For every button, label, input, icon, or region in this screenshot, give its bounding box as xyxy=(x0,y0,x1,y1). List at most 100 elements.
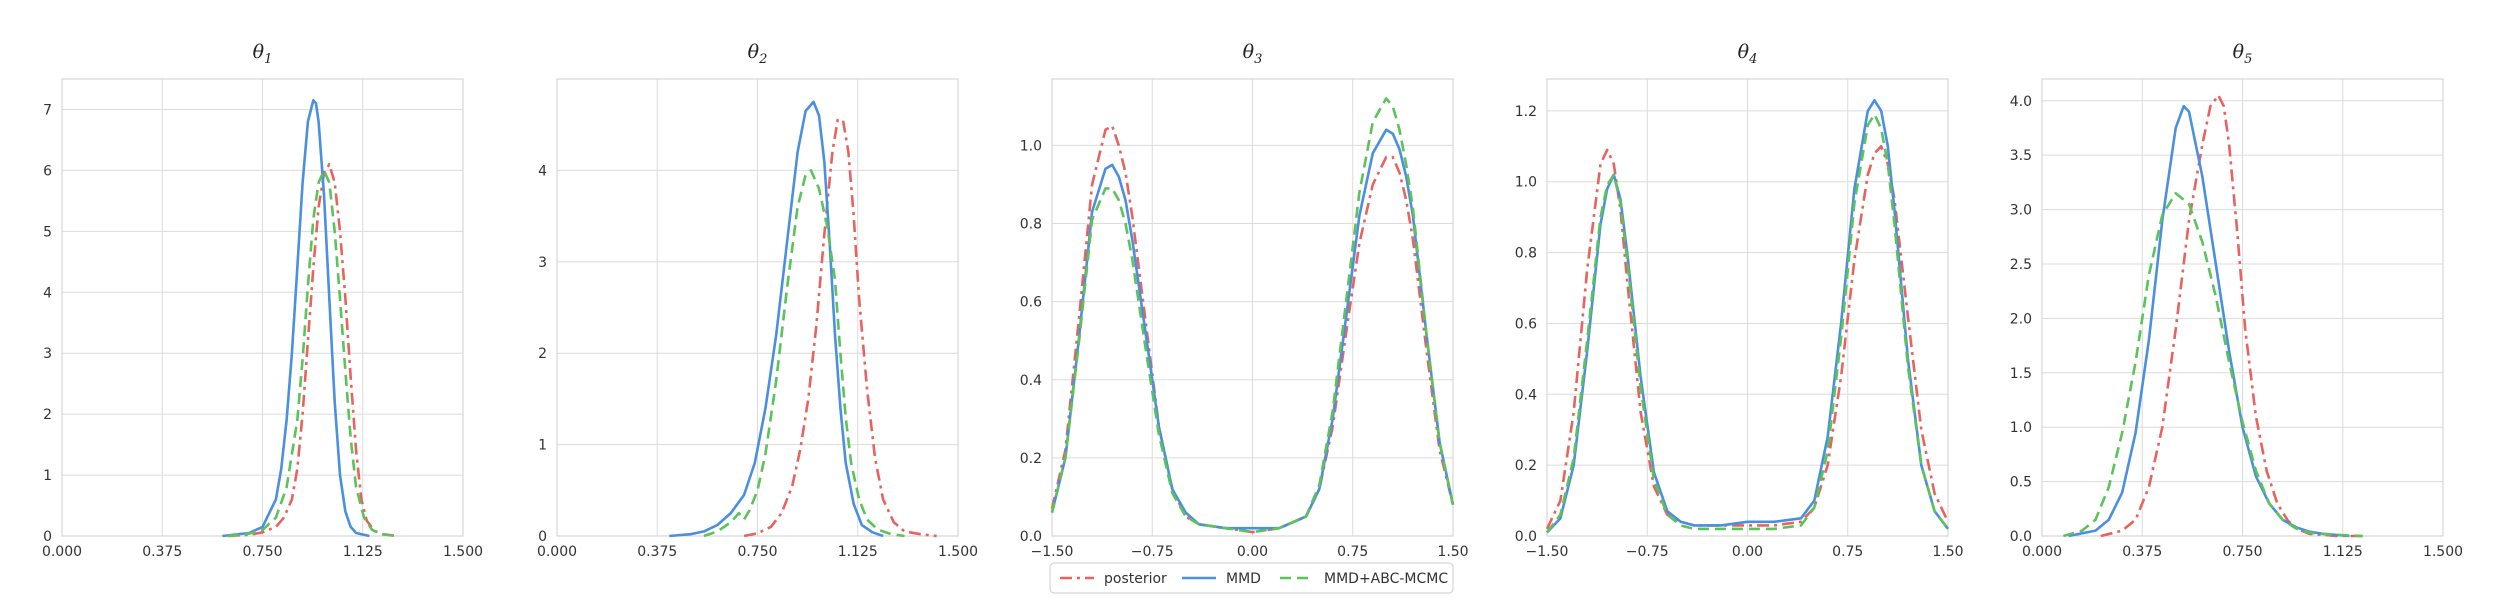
y-tick-label: 0.6 xyxy=(1515,316,1537,332)
panel-title-subscript: 5 xyxy=(2244,52,2252,67)
x-tick-label: 0.75 xyxy=(1832,544,1863,560)
x-tick-label: 1.125 xyxy=(343,544,383,560)
y-tick-label: 6 xyxy=(43,163,52,179)
y-tick-label: 1.5 xyxy=(2010,366,2032,382)
panel-title: θ4 xyxy=(1738,41,1758,67)
panel-title-symbol: θ xyxy=(1738,41,1750,63)
panel-title-subscript: 1 xyxy=(264,52,272,67)
y-tick-label: 1.2 xyxy=(1515,104,1537,120)
y-tick-label: 1 xyxy=(538,438,547,454)
x-tick-label: 0.375 xyxy=(637,544,677,560)
x-tick-label: −1.50 xyxy=(1526,544,1569,560)
series-line-posterior xyxy=(743,118,937,538)
y-tick-label: 0.4 xyxy=(1020,373,1042,389)
legend: posterior MMD MMD+ABC-MCMC xyxy=(1049,562,1454,594)
x-tick-label: 0.00 xyxy=(1237,544,1268,560)
y-tick-label: 0.4 xyxy=(1515,387,1537,403)
y-tick-label: 0.8 xyxy=(1020,217,1042,233)
y-tick-label: 0.6 xyxy=(1020,295,1042,311)
panel-title-symbol: θ xyxy=(2233,41,2245,63)
panel-title-subscript: 2 xyxy=(758,52,767,67)
x-tick-label: 1.500 xyxy=(443,544,483,560)
panel-title-subscript: 4 xyxy=(1748,52,1757,67)
plot-frame xyxy=(2041,78,2444,537)
legend-item: MMD xyxy=(1182,571,1261,587)
panel-title: θ1 xyxy=(253,41,273,67)
y-tick-label: 0.8 xyxy=(1515,246,1537,262)
series-line-mmd xyxy=(1546,99,1950,534)
y-tick-label: 1.0 xyxy=(1515,175,1537,191)
y-tick-label: 1.0 xyxy=(2010,420,2032,436)
panel-title-symbol: θ xyxy=(1243,41,1255,63)
y-tick-label: 0 xyxy=(538,529,547,545)
y-tick-label: 2 xyxy=(538,346,547,362)
plot-frame xyxy=(1546,78,1949,537)
x-tick-label: 0.750 xyxy=(737,544,777,560)
x-tick-label: 0.00 xyxy=(1732,544,1763,560)
y-tick-label: 1 xyxy=(43,468,52,484)
y-tick-label: 0.2 xyxy=(1515,458,1537,474)
panel-title: θ3 xyxy=(1243,41,1263,67)
y-tick-label: 7 xyxy=(43,102,52,118)
x-tick-label: 0.000 xyxy=(42,544,82,560)
y-tick-label: 4 xyxy=(43,285,52,301)
series-line-posterior xyxy=(1050,124,1455,534)
x-tick-label: 0.750 xyxy=(2222,544,2262,560)
y-tick-label: 4 xyxy=(538,163,547,179)
y-tick-label: 3 xyxy=(43,346,52,362)
y-tick-label: 0.0 xyxy=(1515,529,1537,545)
x-tick-label: 1.125 xyxy=(838,544,878,560)
y-tick-label: 2.5 xyxy=(2010,257,2032,273)
series-line-posterior xyxy=(1545,145,1950,530)
plot-frame xyxy=(556,78,959,537)
x-tick-label: 0.75 xyxy=(1337,544,1368,560)
series-line-mmd xyxy=(1050,128,1455,530)
legend-item: MMD+ABC-MCMC xyxy=(1280,571,1448,587)
y-tick-label: 1.0 xyxy=(1020,138,1042,154)
panel-title-subscript: 3 xyxy=(1254,52,1262,67)
series-line-mmd xyxy=(669,100,884,538)
series-line-mmd-abc-mcmc xyxy=(2063,192,2363,538)
plot-frame xyxy=(61,78,464,537)
plot-frame xyxy=(1051,78,1454,537)
y-tick-label: 2 xyxy=(43,407,52,423)
x-tick-label: 0.375 xyxy=(2122,544,2162,560)
x-tick-label: −1.50 xyxy=(1031,544,1074,560)
x-tick-label: 1.50 xyxy=(1437,544,1468,560)
x-tick-label: 0.750 xyxy=(242,544,282,560)
legend-box xyxy=(1049,562,1454,594)
y-tick-label: 3.0 xyxy=(2010,203,2032,219)
x-tick-label: 0.375 xyxy=(142,544,182,560)
legend-label: MMD xyxy=(1226,571,1261,587)
series-line-mmd-abc-mcmc xyxy=(1050,97,1455,534)
x-tick-label: −0.75 xyxy=(1131,544,1174,560)
panels: 0.000 0.375 0.750 1.125 1.50001234567θ10.000… xyxy=(42,41,2463,560)
y-tick-label: 0.0 xyxy=(2010,529,2032,545)
panel-3: −1.50 −0.75 0.00 0.75 1.50 0.0 0.2 0.4 0.6 0.8 1.0… xyxy=(1020,41,1469,560)
series-line-posterior xyxy=(2100,94,2363,538)
y-tick-label: 3.5 xyxy=(2010,148,2032,164)
y-tick-label: 2.0 xyxy=(2010,311,2032,327)
panel-5: 0.000 0.375 0.750 1.125 1.500 0.0 0.5 1.0 1.5 2.0… xyxy=(2010,41,2463,560)
y-tick-label: 3 xyxy=(538,255,547,271)
x-tick-label: −0.75 xyxy=(1626,544,1669,560)
x-tick-label: 0.000 xyxy=(2022,544,2062,560)
panel-4: −1.50 −0.75 0.00 0.75 1.50 0.0 0.2 0.4 0.6 0.8 1.0… xyxy=(1515,41,1964,560)
panel-title-symbol: θ xyxy=(253,41,265,63)
x-tick-label: 1.500 xyxy=(2423,544,2463,560)
x-tick-label: 0.000 xyxy=(537,544,577,560)
panel-title-symbol: θ xyxy=(748,41,760,63)
legend-label: posterior xyxy=(1104,571,1167,587)
y-tick-label: 4.0 xyxy=(2010,94,2032,110)
panel-title: θ2 xyxy=(748,41,768,67)
y-tick-label: 0.5 xyxy=(2010,475,2032,491)
series-line-mmd xyxy=(222,99,370,538)
x-tick-label: 1.500 xyxy=(938,544,978,560)
x-tick-label: 1.125 xyxy=(2323,544,2363,560)
series-line-mmd xyxy=(2068,104,2350,538)
legend-label: MMD+ABC-MCMC xyxy=(1324,571,1448,587)
y-tick-label: 0.0 xyxy=(1020,529,1042,545)
